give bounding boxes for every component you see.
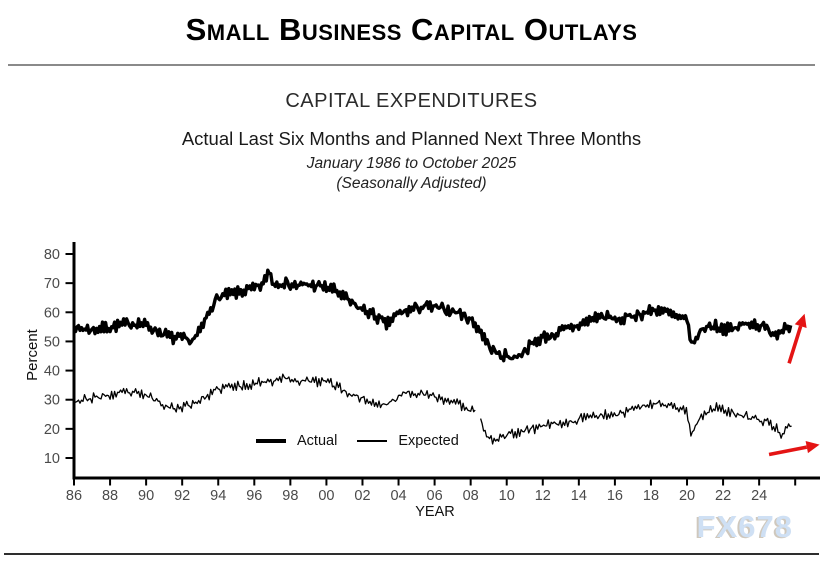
seasonally-adjusted-note: (Seasonally Adjusted) [336,175,487,192]
svg-text:12: 12 [535,488,551,504]
expected-line-sample [357,440,388,442]
svg-text:94: 94 [210,488,226,504]
svg-text:98: 98 [282,488,298,504]
svg-text:40: 40 [44,364,60,380]
svg-text:50: 50 [44,334,60,350]
chart-title: CAPITAL EXPENDITURES [285,90,538,112]
actual-trend-arrow-head [794,313,807,329]
svg-text:92: 92 [174,488,190,504]
svg-text:90: 90 [138,488,154,504]
svg-text:04: 04 [390,488,406,504]
actual-trend-arrow [787,325,803,364]
svg-text:00: 00 [318,488,334,504]
svg-text:22: 22 [715,488,731,504]
svg-text:10: 10 [44,451,60,467]
svg-text:86: 86 [66,488,82,504]
svg-text:80: 80 [44,247,60,263]
svg-text:30: 30 [44,393,60,409]
legend-label-expected: Expected [398,433,459,449]
svg-text:20: 20 [44,422,60,438]
date-range: January 1986 to October 2025 [306,155,517,172]
svg-text:88: 88 [102,488,118,504]
expected-series-line [479,399,792,445]
expected-series-line [73,373,476,413]
expected-trend-arrow-head [805,441,820,454]
svg-text:06: 06 [427,488,443,504]
page-title: Small Business Capital Outlays [185,12,638,47]
expected-trend-arrow [768,445,808,457]
actual-series-line [73,268,793,363]
legend-label-actual: Actual [297,433,338,449]
chart-subtitle: Actual Last Six Months and Planned Next … [181,128,642,149]
footer-divider [4,553,819,555]
title-divider [8,64,815,66]
x-axis-label: YEAR [415,504,455,520]
watermark: FX678 [696,509,793,544]
actual-line-sample [256,439,286,443]
chart-legend: Actual Expected [256,433,459,449]
svg-text:16: 16 [607,488,623,504]
svg-text:02: 02 [354,488,370,504]
svg-text:18: 18 [643,488,659,504]
svg-text:70: 70 [44,276,60,292]
svg-text:20: 20 [679,488,695,504]
svg-text:14: 14 [571,488,587,504]
svg-text:96: 96 [246,488,262,504]
svg-text:24: 24 [751,488,767,504]
svg-text:60: 60 [44,305,60,321]
svg-text:08: 08 [463,488,479,504]
svg-text:10: 10 [499,488,515,504]
y-axis-label: Percent [24,329,41,381]
